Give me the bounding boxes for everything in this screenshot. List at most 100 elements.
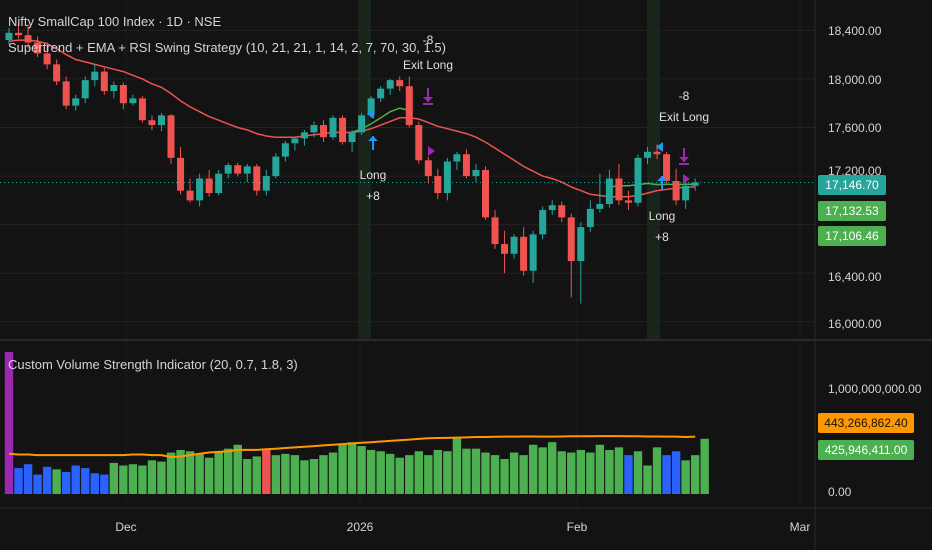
candle-body <box>348 132 356 143</box>
volume-bar <box>233 444 242 494</box>
volume-bar <box>538 447 547 494</box>
volume-bar <box>52 469 61 494</box>
volume-bar <box>519 455 528 494</box>
y-tick-label: 18,000.00 <box>828 73 882 87</box>
candle-body <box>386 80 394 89</box>
candle-body <box>119 85 127 104</box>
volume-bar <box>433 449 443 494</box>
volume-bar <box>338 444 347 494</box>
symbol-title[interactable]: Nifty SmallCap 100 Index · 1D · NSE <box>8 14 222 29</box>
volume-bar <box>376 451 385 494</box>
volume-bar <box>138 465 147 494</box>
candle-body <box>24 35 32 43</box>
candle-body <box>663 154 671 181</box>
volume-bar <box>195 453 204 494</box>
candle-body <box>377 88 385 99</box>
candle-body <box>339 117 347 143</box>
exit-long-arrow <box>423 97 433 102</box>
candle-body <box>329 117 337 138</box>
candle-body <box>586 208 594 228</box>
volume-value-badge: 425,946,411.00 <box>818 440 914 460</box>
volume-bar <box>119 465 128 494</box>
candle-body <box>529 234 537 271</box>
volume-bar <box>14 468 23 494</box>
volume-indicator-label[interactable]: Custom Volume Strength Indicator (20, 0.… <box>8 357 298 372</box>
session-highlight <box>358 0 371 340</box>
volume-bar <box>128 464 138 494</box>
volume-bar <box>586 452 595 494</box>
volume-bar <box>81 468 90 494</box>
candle-body <box>138 98 146 121</box>
candle-body <box>396 80 404 87</box>
volume-bar <box>528 444 538 494</box>
candle-body <box>472 170 480 177</box>
candle-body <box>644 151 652 158</box>
volume-y-tick-label: 0.00 <box>828 485 852 499</box>
volume-bar <box>366 449 376 494</box>
supertrend-flip-marker <box>367 109 374 119</box>
candle-body <box>62 81 70 106</box>
x-tick-label: 2026 <box>346 520 374 534</box>
volume-bar <box>662 455 671 494</box>
candle-body <box>615 178 623 201</box>
supertrend-flip-marker <box>683 174 690 184</box>
volume-bar <box>328 452 338 494</box>
volume-bar <box>185 451 195 494</box>
volume-bar <box>605 449 614 494</box>
candle-body <box>15 32 23 36</box>
volume-bar <box>671 451 681 494</box>
candle-body <box>548 205 556 211</box>
candle-body <box>358 115 366 133</box>
y-tick-label: 18,400.00 <box>828 24 882 38</box>
supertrend-flip-marker <box>428 146 435 156</box>
volume-bar <box>262 449 271 494</box>
candle-body <box>558 205 566 218</box>
y-tick-label: 16,000.00 <box>828 317 882 331</box>
candle-body <box>157 115 165 126</box>
volume-bar <box>33 474 42 494</box>
exit-long-arrow <box>679 157 689 162</box>
volume-bar <box>309 459 319 494</box>
volume-bar <box>204 457 214 494</box>
candle-body <box>520 236 528 271</box>
candle-body <box>491 217 499 245</box>
candle-body <box>319 125 327 138</box>
volume-bar <box>281 453 290 494</box>
candle-body <box>81 80 89 99</box>
volume-bar <box>300 460 309 494</box>
candle-body <box>405 86 413 126</box>
candle-body <box>310 125 318 133</box>
volume-bar <box>147 460 157 494</box>
candle-body <box>5 32 13 41</box>
volume-bar <box>61 471 71 494</box>
volume-bar <box>633 451 643 494</box>
strategy-label[interactable]: Supertrend + EMA + RSI Swing Strategy (1… <box>8 40 446 55</box>
volume-bar <box>700 438 709 494</box>
exit-long-label: Exit Long <box>658 110 710 124</box>
volume-bar <box>42 466 52 494</box>
volume-bar <box>548 442 557 494</box>
candle-body <box>367 98 375 116</box>
candle-body <box>129 98 137 104</box>
candle-body <box>443 161 451 194</box>
volume-bar <box>157 461 166 494</box>
volume-bar <box>319 455 328 494</box>
y-tick-label: 17,600.00 <box>828 121 882 135</box>
candle-body <box>43 53 51 65</box>
volume-bar <box>490 455 500 494</box>
volume-bar <box>176 449 185 494</box>
y-tick-label: 16,400.00 <box>828 270 882 284</box>
candle-body <box>577 227 585 262</box>
volume-bar <box>405 455 414 494</box>
volume-bar <box>652 447 662 494</box>
volume-y-tick-label: 1,000,000,000.00 <box>828 382 922 396</box>
candle-body <box>281 143 289 157</box>
candle-body <box>72 98 80 106</box>
candle-body <box>196 178 204 201</box>
candle-body <box>224 165 232 174</box>
volume-bar <box>223 448 233 494</box>
volume-bar <box>252 456 261 494</box>
candle-body <box>605 178 613 204</box>
long-entry-qty: +8 <box>655 230 669 244</box>
